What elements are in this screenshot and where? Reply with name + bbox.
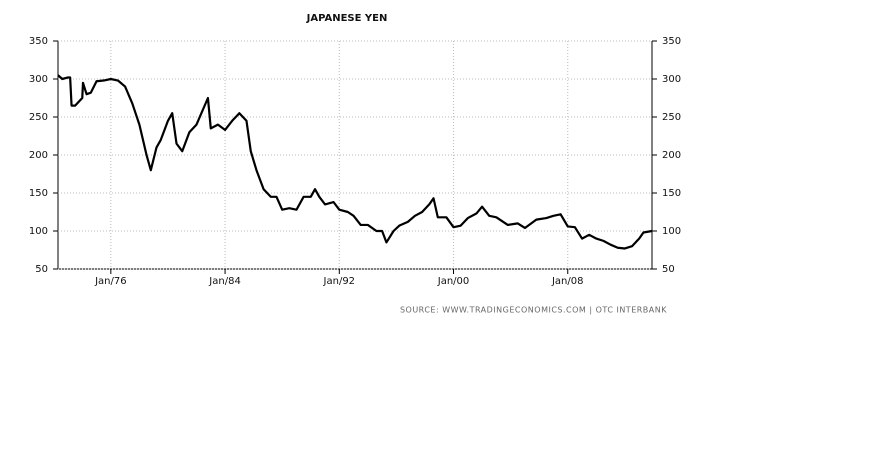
y2-tick-label: 350 xyxy=(662,36,681,47)
y-tick-label: 50 xyxy=(35,264,48,275)
x-tick-label: Jan/92 xyxy=(323,276,356,287)
x-tick-label: Jan/08 xyxy=(551,276,584,287)
y-tick-label: 350 xyxy=(29,36,48,47)
y-tick-label: 300 xyxy=(29,74,48,85)
y-tick-label: 250 xyxy=(29,112,48,123)
chart-title: JAPANESE YEN xyxy=(306,13,388,24)
y2-tick-label: 250 xyxy=(662,112,681,123)
x-tick-label: Jan/84 xyxy=(208,276,241,287)
source-note: SOURCE: WWW.TRADINGECONOMICS.COM | OTC I… xyxy=(400,306,667,315)
x-tick-label: Jan/00 xyxy=(437,276,470,287)
y2-tick-label: 300 xyxy=(662,74,681,85)
x-tick-label: Jan/76 xyxy=(94,276,127,287)
y2-tick-label: 100 xyxy=(662,226,681,237)
y2-tick-label: 200 xyxy=(662,150,681,161)
price-line xyxy=(57,74,653,250)
y2-tick-label: 150 xyxy=(662,188,681,199)
y-tick-label: 200 xyxy=(29,150,48,161)
y-tick-label: 150 xyxy=(29,188,48,199)
y-tick-label: 100 xyxy=(29,226,48,237)
y2-tick-label: 50 xyxy=(662,264,675,275)
